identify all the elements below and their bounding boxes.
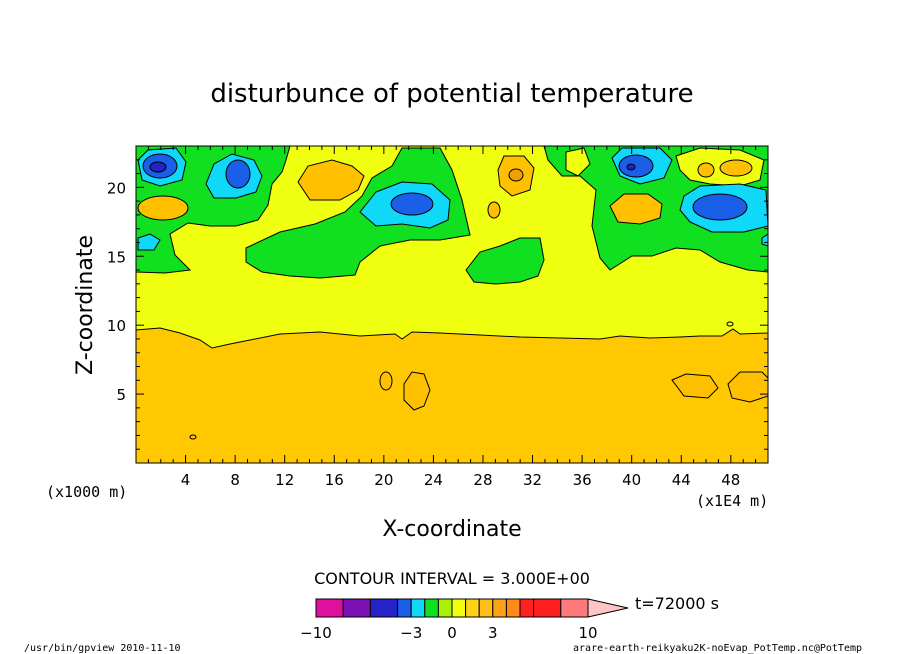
contour-band-darkorange [727, 371, 768, 403]
y-tick-label: 5 [116, 386, 126, 404]
x-tick-label: 48 [721, 471, 740, 489]
contour-band-orange [137, 195, 189, 221]
y-tick-label: 20 [107, 179, 126, 197]
contour-band-green [465, 237, 545, 285]
x-tick-label: 16 [325, 471, 344, 489]
colorbar-segment [424, 598, 439, 618]
contour-band-blue [390, 192, 434, 216]
colorbar-tick-label: 3 [488, 624, 498, 642]
chart-title: disturbunce of potential temperature [210, 79, 693, 109]
contour-line [726, 321, 734, 327]
colorbar-segment [478, 598, 494, 618]
contour-band-darkblue [626, 163, 636, 171]
contour-line [189, 434, 197, 440]
x-tick-label: 8 [230, 471, 240, 489]
contour-interval-text: CONTOUR INTERVAL = 3.000E+00 [314, 569, 590, 588]
colorbar-tick-label: 10 [578, 624, 597, 642]
contour-band-middle [565, 147, 591, 177]
contour-band-darkorange [671, 373, 719, 399]
colorbar-segment [505, 598, 521, 618]
x-unit-note: (x1000 m) [46, 483, 127, 501]
footer-left: /usr/bin/gpview 2010-11-10 [24, 643, 181, 654]
colorbar-tick-label: −10 [300, 624, 332, 642]
x-tick-label: 40 [622, 471, 641, 489]
colorbar-tick-label: −3 [400, 624, 422, 642]
contour-band-orange [487, 201, 501, 219]
x-tick-label: 32 [523, 471, 542, 489]
contour-band-orange [697, 162, 715, 178]
colorbar-segment [560, 598, 589, 618]
contour-band-orange [297, 159, 365, 201]
contour-band-green [245, 147, 471, 279]
contour-fields [136, 146, 768, 463]
colorbar-segment [369, 598, 399, 618]
y-tick-label: 10 [107, 317, 126, 335]
colorbar-segment [410, 598, 426, 618]
x-tick-label: 44 [672, 471, 691, 489]
colorbar-segment [342, 598, 371, 618]
contour-band-blue [618, 154, 654, 178]
x-tick-label: 20 [374, 471, 393, 489]
contour-band-cyan [137, 233, 161, 251]
contour-band-darkorange [379, 371, 393, 391]
contour-band-blue [692, 193, 748, 221]
contour-band-orange [609, 193, 663, 225]
y-tick-label: 15 [107, 248, 126, 266]
contour-band-blue [225, 159, 251, 189]
x-tick-label: 28 [473, 471, 492, 489]
colorbar-segment [397, 598, 412, 618]
plot-frame [135, 145, 769, 464]
x-tick-label: 24 [424, 471, 443, 489]
x-tick-label: 36 [573, 471, 592, 489]
x-axis-label: X-coordinate [382, 517, 521, 542]
x-axis: 4 8 12 16 20 24 28 32 36 40 44 48 [147, 146, 757, 489]
colorbar-segment [315, 598, 344, 618]
y-axis-label: Z-coordinate [73, 235, 98, 375]
colorbar-segment [492, 598, 507, 618]
colorbar-tick-labels: −10 −3 0 3 10 [300, 624, 597, 642]
contour-band-orange [719, 159, 753, 177]
x-tick-label: 12 [275, 471, 294, 489]
colorbar-segment [465, 598, 480, 618]
contour-band-cyan [761, 233, 768, 247]
footer-right: arare-earth-reikyaku2K-noEvap_PotTemp.nc… [573, 643, 862, 654]
colorbar-segment [533, 598, 562, 618]
colorbar [315, 598, 629, 618]
colorbar-tick-label: 0 [447, 624, 457, 642]
y-axis: 5 10 15 20 [107, 159, 768, 450]
contour-band-darkorange [508, 168, 524, 182]
contour-band-darkorange [403, 371, 431, 411]
colorbar-segment [519, 598, 535, 618]
colorbar-extension-arrow [587, 598, 629, 618]
x-tick-label: 4 [181, 471, 191, 489]
colorbar-segment [437, 598, 453, 618]
contour-band-darkblue [149, 161, 167, 173]
time-label: t=72000 s [635, 594, 719, 613]
x-scale-note: (x1E4 m) [696, 492, 768, 510]
colorbar-segment [451, 598, 467, 618]
